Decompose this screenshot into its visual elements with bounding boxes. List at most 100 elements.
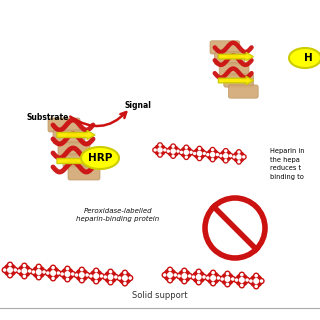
Circle shape — [51, 271, 55, 275]
Circle shape — [164, 274, 166, 276]
Circle shape — [205, 276, 210, 281]
Circle shape — [194, 152, 196, 155]
Circle shape — [225, 277, 230, 281]
Circle shape — [129, 277, 131, 279]
Text: HRP: HRP — [88, 153, 112, 163]
Circle shape — [190, 151, 192, 153]
Circle shape — [207, 154, 209, 156]
Circle shape — [47, 272, 49, 274]
Circle shape — [22, 274, 27, 279]
Circle shape — [171, 144, 175, 148]
Circle shape — [216, 276, 221, 281]
Circle shape — [197, 151, 202, 156]
Circle shape — [23, 265, 26, 267]
FancyBboxPatch shape — [215, 52, 244, 65]
Text: Peroxidase-labelled
heparin-binding protein: Peroxidase-labelled heparin-binding prot… — [76, 208, 160, 222]
Circle shape — [180, 151, 182, 153]
Text: H: H — [304, 53, 312, 63]
Circle shape — [103, 275, 108, 280]
Circle shape — [185, 147, 187, 148]
Circle shape — [178, 275, 180, 277]
Circle shape — [230, 276, 235, 282]
FancyBboxPatch shape — [210, 41, 240, 54]
Circle shape — [239, 283, 244, 288]
Circle shape — [198, 148, 200, 150]
Circle shape — [236, 274, 248, 286]
Circle shape — [237, 155, 241, 159]
Circle shape — [105, 271, 116, 283]
Circle shape — [225, 160, 227, 162]
Circle shape — [236, 159, 241, 164]
Circle shape — [172, 155, 174, 157]
Circle shape — [212, 282, 214, 284]
Circle shape — [79, 267, 84, 272]
Circle shape — [224, 154, 228, 158]
Circle shape — [248, 278, 253, 284]
Circle shape — [198, 271, 200, 273]
Circle shape — [211, 281, 216, 286]
Circle shape — [108, 280, 113, 285]
Circle shape — [65, 266, 70, 271]
Circle shape — [238, 151, 240, 153]
Circle shape — [100, 275, 102, 277]
Circle shape — [4, 269, 6, 271]
Circle shape — [254, 284, 259, 289]
Circle shape — [33, 266, 45, 278]
Circle shape — [198, 281, 200, 284]
Circle shape — [159, 154, 161, 156]
Circle shape — [212, 149, 213, 151]
Circle shape — [159, 144, 161, 146]
Circle shape — [191, 275, 196, 280]
Circle shape — [216, 154, 219, 156]
Circle shape — [95, 270, 97, 272]
Circle shape — [36, 264, 41, 269]
Circle shape — [113, 275, 118, 280]
Circle shape — [250, 275, 262, 287]
Circle shape — [171, 154, 175, 158]
Circle shape — [56, 270, 61, 276]
Circle shape — [226, 273, 228, 275]
Circle shape — [95, 280, 97, 282]
Circle shape — [119, 272, 131, 284]
Circle shape — [217, 277, 220, 279]
Circle shape — [205, 152, 210, 157]
Circle shape — [65, 272, 70, 276]
Ellipse shape — [289, 48, 320, 68]
Circle shape — [52, 277, 54, 279]
Circle shape — [32, 271, 35, 273]
Circle shape — [122, 270, 127, 275]
Circle shape — [233, 151, 244, 163]
Circle shape — [189, 150, 194, 155]
Circle shape — [70, 271, 75, 276]
Circle shape — [254, 279, 259, 283]
Circle shape — [236, 279, 238, 281]
Circle shape — [232, 278, 234, 280]
Circle shape — [154, 149, 156, 151]
Circle shape — [61, 268, 74, 280]
Circle shape — [211, 153, 215, 157]
Text: Substrate: Substrate — [27, 113, 69, 122]
Circle shape — [196, 280, 201, 285]
Circle shape — [207, 272, 219, 284]
FancyBboxPatch shape — [224, 74, 253, 87]
Circle shape — [57, 272, 60, 274]
Circle shape — [124, 272, 126, 274]
Circle shape — [122, 281, 127, 286]
Circle shape — [184, 155, 188, 159]
Circle shape — [182, 274, 187, 278]
Circle shape — [81, 269, 83, 271]
Circle shape — [47, 267, 59, 279]
Circle shape — [243, 156, 245, 158]
Circle shape — [9, 274, 11, 276]
Circle shape — [158, 148, 162, 152]
Circle shape — [223, 148, 228, 153]
Circle shape — [153, 148, 157, 152]
Circle shape — [115, 276, 117, 278]
Circle shape — [220, 155, 222, 157]
Circle shape — [84, 273, 90, 277]
Circle shape — [108, 275, 113, 279]
Circle shape — [240, 278, 244, 282]
Circle shape — [38, 276, 40, 278]
Circle shape — [118, 277, 121, 279]
Circle shape — [239, 272, 244, 277]
